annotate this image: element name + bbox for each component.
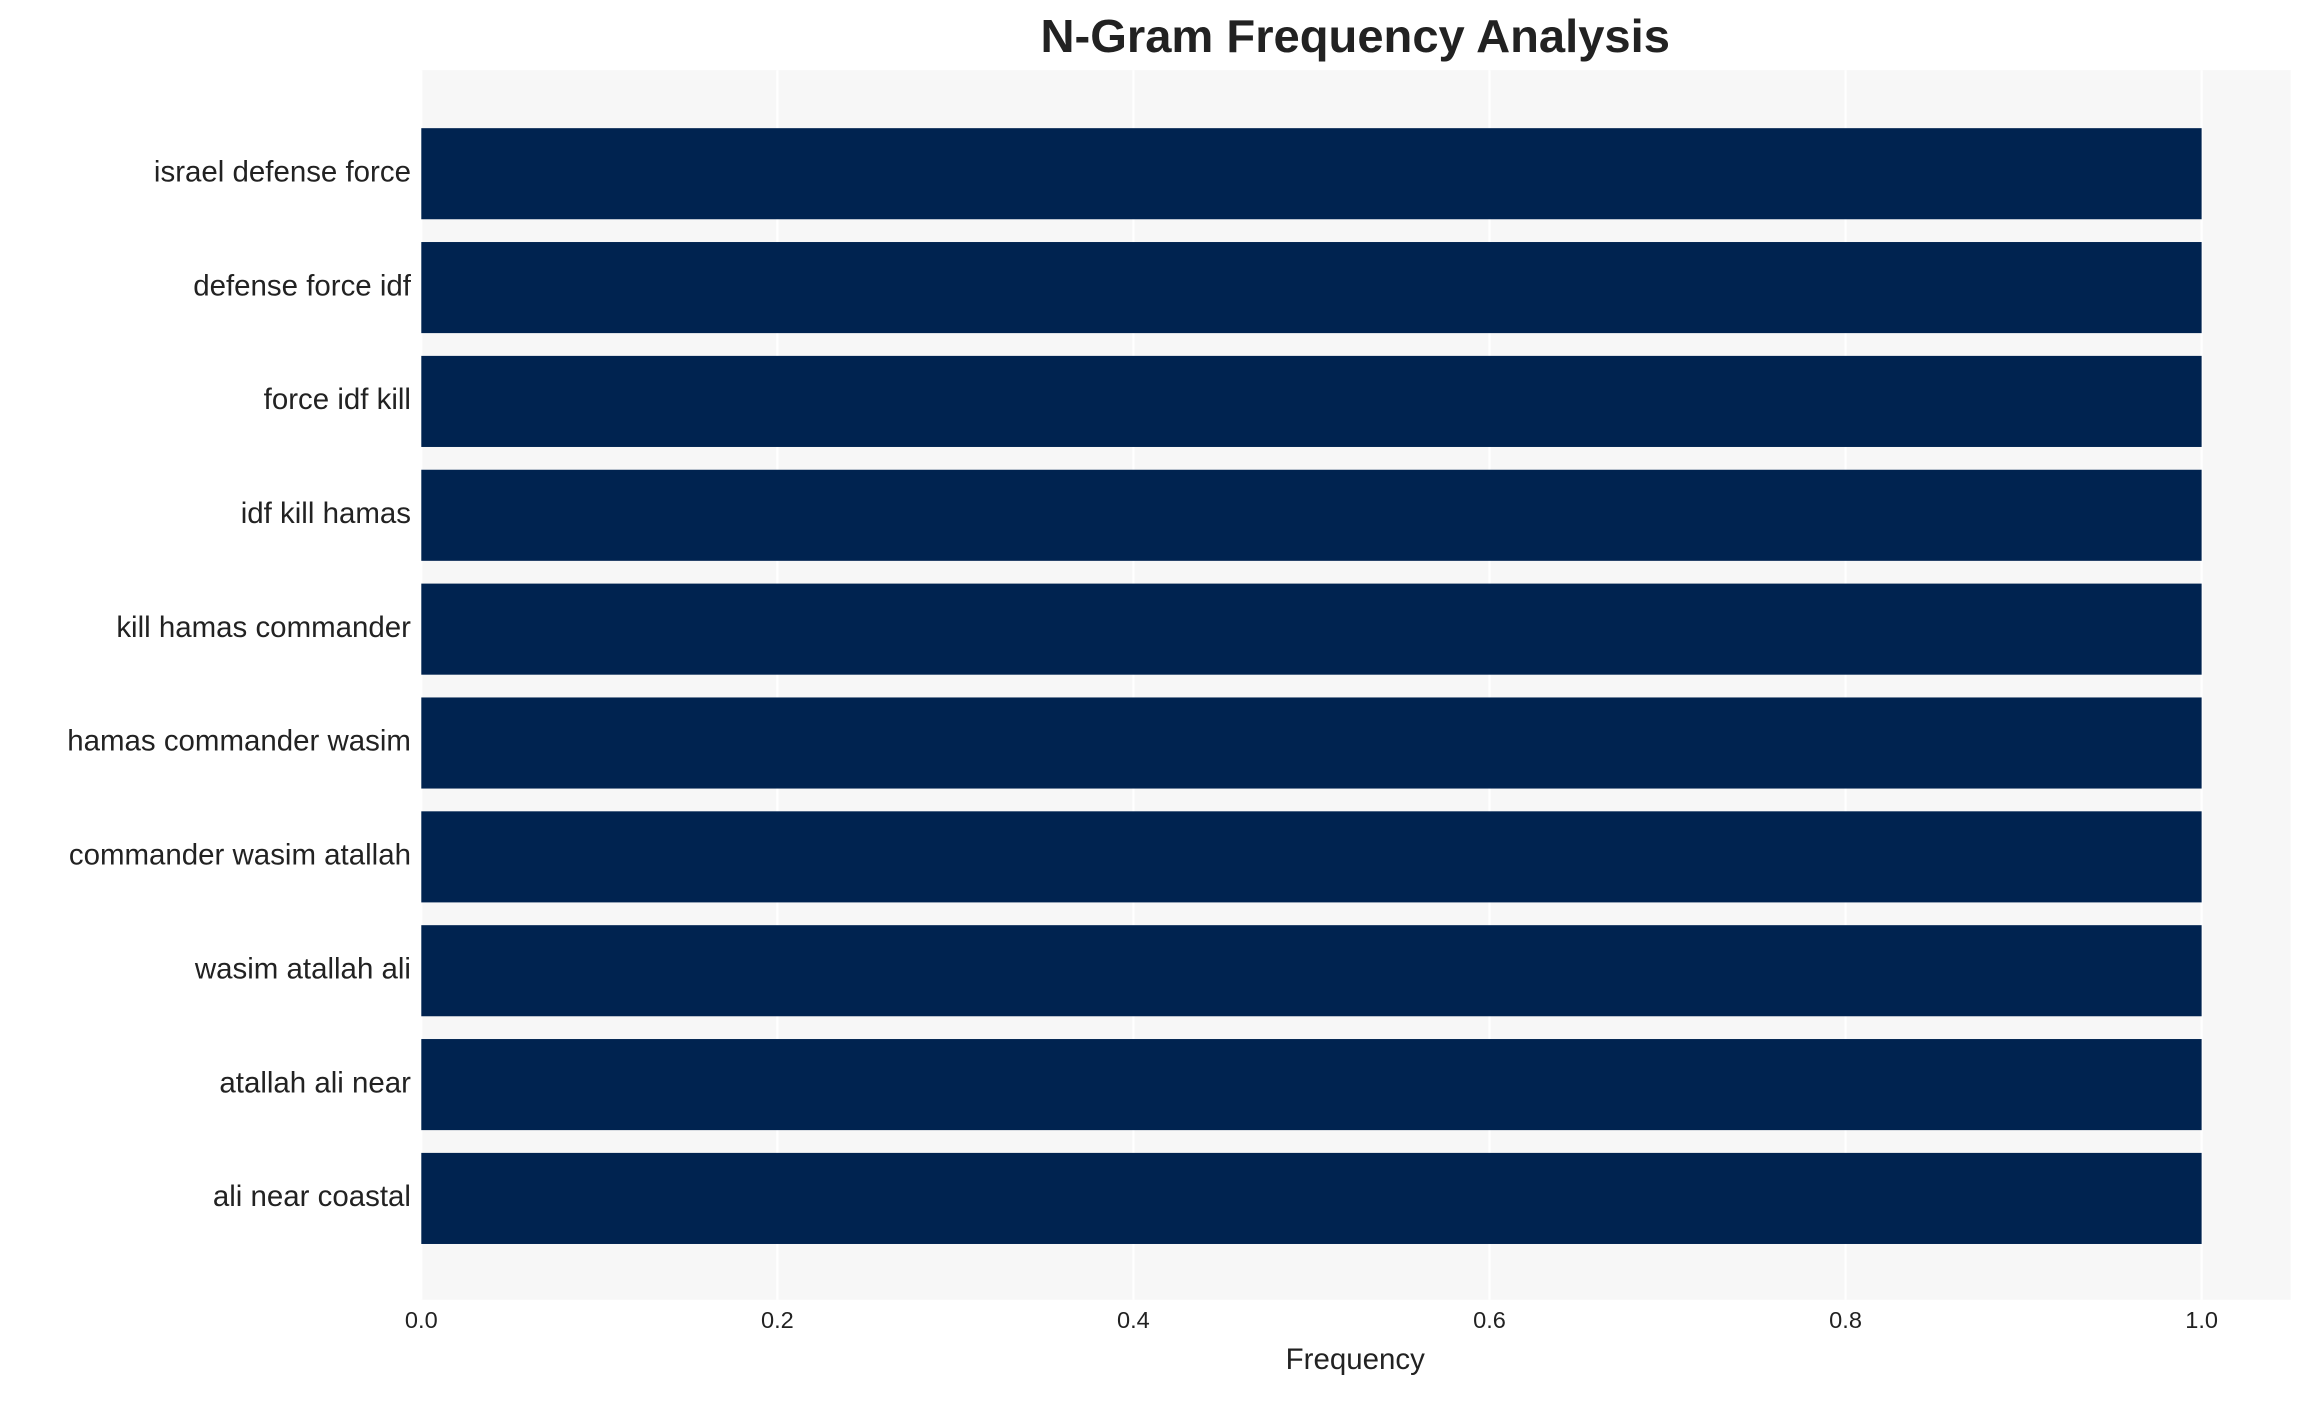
x-tick-label: 0.4 [1117,1307,1150,1333]
bar [421,1152,2202,1244]
x-tick-label: 0.0 [405,1307,438,1333]
y-tick-label: hamas commander wasim [67,725,411,758]
y-tick-label: force idf kill [264,383,411,416]
bar [421,697,2202,789]
y-tick-label: commander wasim atallah [69,839,411,872]
bar [421,811,2202,903]
x-tick-label: 0.8 [1829,1307,1862,1333]
y-tick-label: idf kill hamas [241,497,411,530]
bar [421,128,2202,220]
bar [421,469,2202,561]
bar [421,242,2202,334]
y-tick-label: ali near coastal [213,1180,411,1213]
x-tick-label: 1.0 [2185,1307,2218,1333]
y-tick-label: israel defense force [154,156,411,189]
bar [421,1039,2202,1131]
y-tick-label: atallah ali near [219,1066,411,1099]
y-tick-label: defense force idf [193,269,412,302]
bar [421,925,2202,1017]
y-tick-label: wasim atallah ali [194,953,411,986]
y-tick-label: kill hamas commander [116,611,411,644]
x-tick-label: 0.2 [761,1307,794,1333]
bar [421,583,2202,675]
x-axis-label: Frequency [1286,1343,1425,1376]
chart-title: N-Gram Frequency Analysis [1041,10,1670,62]
x-tick-label: 0.6 [1473,1307,1506,1333]
bar [421,355,2202,447]
